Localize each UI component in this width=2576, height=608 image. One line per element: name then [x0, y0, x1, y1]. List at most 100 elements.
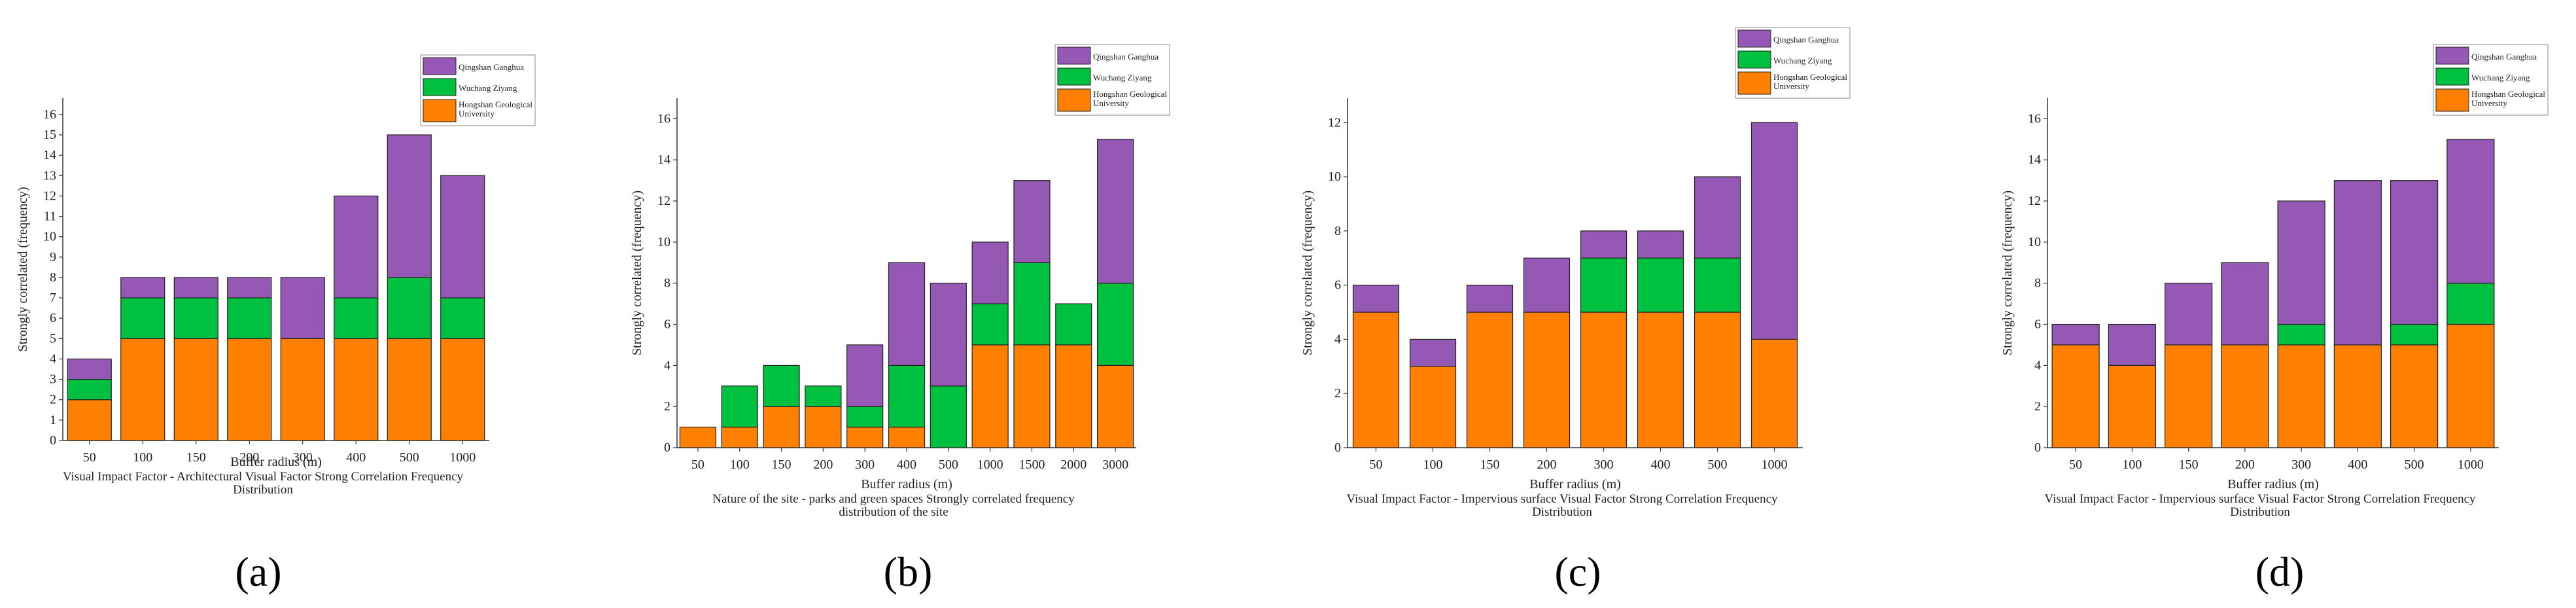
bar-segment — [280, 277, 325, 339]
bar-segment — [888, 365, 926, 428]
x-tick-label: 100 — [1423, 457, 1443, 472]
bar-segment — [930, 385, 967, 448]
bar-segment — [2221, 262, 2269, 346]
x-tick-label: 300 — [2291, 457, 2311, 472]
bar-segment — [2333, 344, 2382, 448]
legend-swatch — [2435, 67, 2469, 86]
x-tick-label: 1000 — [449, 450, 476, 465]
x-tick-label: 2000 — [1060, 457, 1087, 472]
bar-segment — [440, 175, 485, 298]
legend-swatch — [1737, 29, 1771, 48]
bar-segment — [1523, 257, 1571, 313]
bar-segment — [1694, 176, 1741, 259]
legend-swatch — [1057, 67, 1091, 86]
legend-label: Wuchang Ziyang — [459, 83, 517, 93]
y-tick-label: 10 — [1328, 170, 1341, 184]
bar-segment — [2108, 365, 2156, 448]
bar-segment — [846, 406, 884, 428]
y-tick-label: 6 — [1334, 278, 1341, 293]
y-tick-label: 10 — [657, 235, 670, 249]
panel-label: (b) — [884, 548, 933, 595]
x-tick-label: 400 — [1651, 457, 1671, 472]
bar-segment — [1466, 285, 1514, 313]
y-tick-label: 1 — [50, 413, 56, 427]
bar-segment — [1466, 312, 1514, 448]
legend-label: Hongshan Geological University — [1093, 89, 1167, 108]
y-tick-label: 6 — [2034, 317, 2041, 332]
y-tick-label: 0 — [1334, 440, 1341, 455]
panel-label: (d) — [2255, 548, 2305, 595]
bar-segment — [120, 297, 165, 339]
bar-segment — [971, 344, 1009, 448]
y-tick-label: 0 — [50, 433, 56, 448]
legend-label: Qingshan Ganghua — [459, 62, 524, 72]
panel-label: (a) — [235, 548, 281, 595]
x-tick-label: 500 — [939, 457, 958, 472]
bar-segment — [1013, 344, 1051, 448]
bar-segment — [2051, 344, 2100, 448]
bar-segment — [440, 297, 485, 339]
legend-swatch — [423, 78, 457, 96]
legend-swatch — [1057, 46, 1091, 65]
chart-title-line: Distribution — [233, 483, 293, 497]
x-tick-label: 100 — [133, 450, 152, 465]
bar-segment — [1580, 257, 1627, 313]
y-tick-label: 13 — [43, 168, 56, 183]
y-tick-label: 3 — [50, 372, 56, 387]
x-tick-label: 50 — [691, 457, 705, 472]
y-tick-label: 10 — [43, 230, 56, 244]
bar-segment — [387, 277, 432, 339]
y-tick-label: 4 — [664, 358, 670, 372]
bar-segment — [2108, 323, 2156, 366]
bar-segment — [1409, 338, 1457, 367]
y-tick-label: 8 — [664, 276, 670, 291]
bar-segment — [721, 385, 758, 428]
x-tick-label: 50 — [2069, 457, 2082, 472]
bar-segment — [2333, 180, 2382, 346]
chart-panel-d: 0 2 4 6 8 10 12 14 16 50 100 150 200 300 400 500 1000 Buf… — [2000, 44, 2549, 595]
bar-segment — [2221, 344, 2269, 448]
y-tick-label: 2 — [664, 399, 670, 414]
y-tick-label: 8 — [1334, 224, 1341, 238]
x-tick-label: 400 — [897, 457, 916, 472]
y-tick-label: 8 — [50, 270, 56, 285]
bar-segment — [67, 379, 112, 401]
x-tick-label: 200 — [1537, 457, 1557, 472]
bar-segment — [1055, 344, 1092, 448]
legend: Qingshan Ganghua Wuchang Ziyang Hongshan G… — [2433, 44, 2549, 116]
legend-swatch — [423, 57, 457, 75]
bar-segment — [334, 338, 379, 441]
panel-label: (c) — [1554, 548, 1601, 595]
bar-segment — [2446, 283, 2495, 325]
y-tick-label: 11 — [44, 209, 56, 224]
legend-label: Qingshan Ganghua — [1093, 52, 1158, 62]
bar-segment — [971, 303, 1009, 346]
x-tick-label: 1000 — [1762, 457, 1788, 472]
x-tick-label: 300 — [855, 457, 875, 472]
x-tick-label: 50 — [83, 450, 96, 465]
bar-segment — [2446, 323, 2495, 448]
bar-segment — [2390, 180, 2439, 325]
legend-swatch — [2435, 46, 2469, 65]
y-tick-label: 14 — [2028, 152, 2041, 167]
bar-segment — [1637, 230, 1684, 259]
bar-segment — [1523, 312, 1571, 448]
chart-title-line: distribution of the site — [839, 505, 948, 519]
legend-label: Hongshan Geological University — [2471, 89, 2545, 108]
bar-segment — [1750, 338, 1798, 448]
x-tick-label: 400 — [346, 450, 366, 465]
legend: Qingshan Ganghua Wuchang Ziyang Hongshan G… — [1054, 44, 1170, 116]
x-axis-label: Buffer radius (m) — [861, 477, 952, 492]
chart-title-line: Visual Impact Factor - Impervious surfac… — [1346, 492, 1778, 506]
y-tick-label: 16 — [657, 111, 670, 126]
bar-segment — [1352, 312, 1400, 448]
bar-segment — [2390, 344, 2439, 448]
bar-segment — [1096, 283, 1134, 366]
y-tick-label: 4 — [2034, 358, 2041, 372]
bar-segment — [173, 297, 218, 339]
bar-segment — [763, 406, 800, 448]
chart-panel-c: 0 2 4 6 8 10 12 50 100 150 200 300 400 500 1000 Buffer … — [1300, 27, 1851, 595]
x-tick-label: 300 — [1594, 457, 1614, 472]
bar-segment — [387, 134, 432, 278]
